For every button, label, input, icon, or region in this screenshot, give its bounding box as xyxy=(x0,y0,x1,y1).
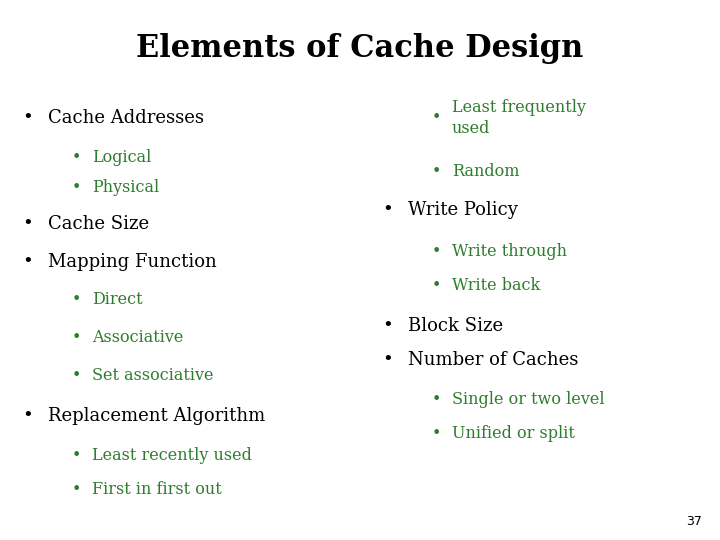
Text: •: • xyxy=(72,329,81,347)
Text: Least frequently
used: Least frequently used xyxy=(452,99,586,137)
Text: •: • xyxy=(432,278,441,294)
Text: •: • xyxy=(22,253,32,271)
Text: Least recently used: Least recently used xyxy=(92,448,252,464)
Text: Write through: Write through xyxy=(452,244,567,260)
Text: Random: Random xyxy=(452,164,520,180)
Text: Elements of Cache Design: Elements of Cache Design xyxy=(136,32,584,64)
Text: Unified or split: Unified or split xyxy=(452,426,575,442)
Text: Block Size: Block Size xyxy=(408,317,503,335)
Text: •: • xyxy=(72,368,81,384)
Text: Associative: Associative xyxy=(92,329,184,347)
Text: •: • xyxy=(72,179,81,197)
Text: •: • xyxy=(72,150,81,166)
Text: •: • xyxy=(72,292,81,308)
Text: •: • xyxy=(432,164,441,180)
Text: Number of Caches: Number of Caches xyxy=(408,351,578,369)
Text: Cache Size: Cache Size xyxy=(48,215,149,233)
Text: 37: 37 xyxy=(686,515,702,528)
Text: •: • xyxy=(22,407,32,425)
Text: •: • xyxy=(22,215,32,233)
Text: •: • xyxy=(432,426,441,442)
Text: Mapping Function: Mapping Function xyxy=(48,253,217,271)
Text: •: • xyxy=(382,201,392,219)
Text: First in first out: First in first out xyxy=(92,482,222,498)
Text: Write back: Write back xyxy=(452,278,540,294)
Text: •: • xyxy=(72,482,81,498)
Text: Logical: Logical xyxy=(92,150,151,166)
Text: •: • xyxy=(382,351,392,369)
Text: Set associative: Set associative xyxy=(92,368,214,384)
Text: Cache Addresses: Cache Addresses xyxy=(48,109,204,127)
Text: Physical: Physical xyxy=(92,179,159,197)
Text: •: • xyxy=(432,110,441,126)
Text: Write Policy: Write Policy xyxy=(408,201,518,219)
Text: •: • xyxy=(432,392,441,408)
Text: •: • xyxy=(72,448,81,464)
Text: •: • xyxy=(22,109,32,127)
Text: Direct: Direct xyxy=(92,292,143,308)
Text: •: • xyxy=(432,244,441,260)
Text: Replacement Algorithm: Replacement Algorithm xyxy=(48,407,265,425)
Text: Single or two level: Single or two level xyxy=(452,392,605,408)
Text: •: • xyxy=(382,317,392,335)
